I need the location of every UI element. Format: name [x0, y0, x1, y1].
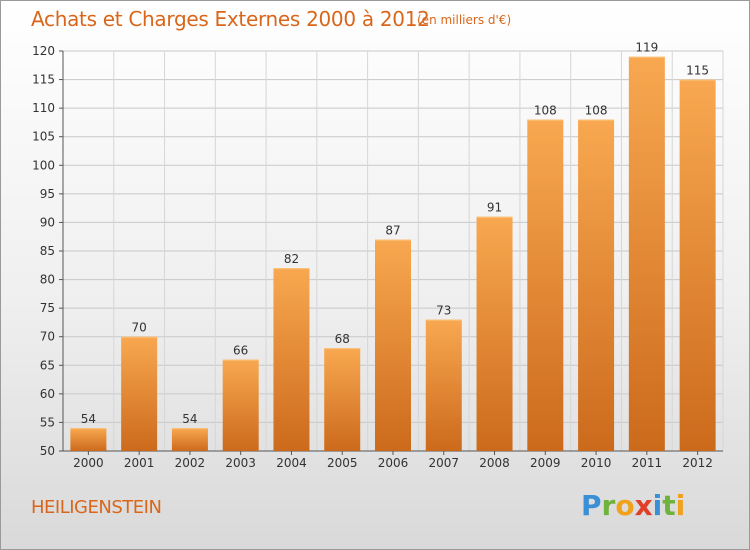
- data-label: 82: [284, 252, 299, 266]
- y-tick-label: 100: [32, 158, 55, 172]
- label-layer: 54 70 54 66 82 68 87 73 91 108 108 119 115: [81, 41, 709, 426]
- bar: [324, 348, 361, 451]
- y-tick-label: 115: [32, 73, 55, 87]
- data-label: 54: [81, 412, 96, 426]
- bar-layer: [70, 56, 716, 452]
- x-tick-label: 2009: [530, 456, 561, 470]
- x-tick-label: 2012: [682, 456, 713, 470]
- bar: [578, 119, 615, 452]
- commune-name: HEILIGENSTEIN: [31, 497, 162, 518]
- bar: [121, 336, 158, 451]
- y-tick-label: 90: [40, 215, 55, 229]
- bar: [476, 216, 513, 451]
- y-tick-label: 75: [40, 301, 55, 315]
- x-tick-label: 2006: [378, 456, 409, 470]
- data-label: 91: [487, 201, 502, 215]
- chart-unit: (en milliers d'€): [417, 13, 512, 27]
- bar: [375, 239, 411, 451]
- data-label: 87: [385, 224, 400, 238]
- data-label: 68: [335, 332, 350, 346]
- data-label: 108: [585, 104, 608, 118]
- data-label: 66: [233, 344, 248, 358]
- data-label: 119: [635, 41, 658, 55]
- bar: [628, 56, 665, 451]
- data-label: 108: [534, 104, 557, 118]
- bar: [425, 319, 462, 451]
- data-label: 115: [686, 64, 709, 78]
- y-tick-label: 65: [40, 358, 55, 372]
- y-tick-label: 95: [40, 187, 55, 201]
- x-tick-label: 2010: [581, 456, 612, 470]
- x-tick-label: 2008: [479, 456, 510, 470]
- y-tick-label: 50: [40, 444, 55, 458]
- y-tick-label: 70: [40, 330, 55, 344]
- bar: [70, 428, 107, 451]
- y-tick-label: 60: [40, 387, 55, 401]
- data-label: 54: [182, 412, 197, 426]
- y-tick-label: 105: [32, 130, 55, 144]
- y-tick-label: 85: [40, 244, 55, 258]
- x-tick-label: 2004: [276, 456, 307, 470]
- bar: [222, 359, 259, 451]
- x-tick-label: 2011: [632, 456, 663, 470]
- x-tick-label: 2000: [73, 456, 104, 470]
- x-tick-label: 2001: [124, 456, 155, 470]
- y-tick-label: 110: [32, 101, 55, 115]
- svg-text:Proxiti: Proxiti: [581, 489, 685, 521]
- bar: [527, 119, 564, 452]
- x-tick-label: 2005: [327, 456, 358, 470]
- proxiti-logo: Proxiti: [581, 489, 685, 521]
- y-tick-label: 120: [32, 44, 55, 58]
- x-tick-label: 2003: [225, 456, 256, 470]
- chart-title: Achats et Charges Externes 2000 à 2012: [31, 7, 430, 31]
- x-tick-label: 2007: [428, 456, 459, 470]
- data-label: 70: [132, 321, 147, 335]
- data-label: 73: [436, 304, 451, 318]
- bar: [171, 428, 208, 451]
- bar: [679, 79, 716, 452]
- axis-layer: 50 55 60 65 70 75 80 85 90 95 100 105 110 115 120 2000 2…: [32, 44, 723, 470]
- bar: [273, 268, 310, 451]
- y-tick-label: 55: [40, 415, 55, 429]
- y-tick-label: 80: [40, 273, 55, 287]
- x-tick-label: 2002: [175, 456, 206, 470]
